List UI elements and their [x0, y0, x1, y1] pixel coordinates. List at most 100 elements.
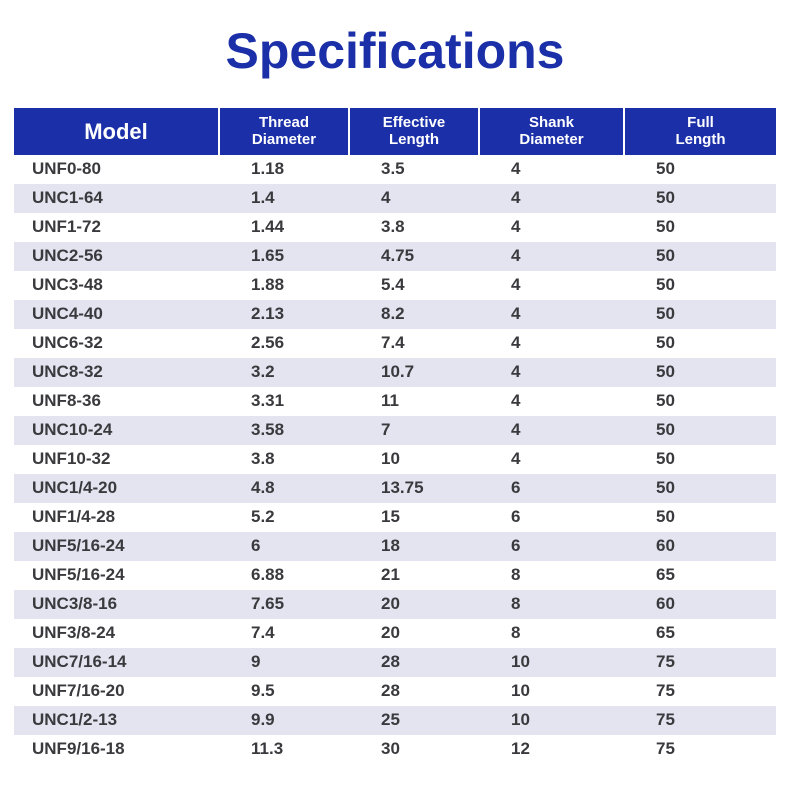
table-row: UNF3/8-247.420865 [14, 619, 776, 648]
cell-full-length: 50 [624, 387, 776, 416]
cell-full-length: 65 [624, 619, 776, 648]
cell-thread-diameter: 3.58 [219, 416, 349, 445]
table-row: UNC1-641.44450 [14, 184, 776, 213]
cell-effective-length: 10 [349, 445, 479, 474]
cell-thread-diameter: 6.88 [219, 561, 349, 590]
table-row: UNC3/8-167.6520860 [14, 590, 776, 619]
cell-shank-diameter: 10 [479, 648, 624, 677]
col-header-shank-diameter: Shank Diameter [479, 108, 624, 155]
cell-full-length: 50 [624, 271, 776, 300]
table-row: UNC7/16-149281075 [14, 648, 776, 677]
table-row: UNC4-402.138.2450 [14, 300, 776, 329]
table-row: UNF5/16-246.8821865 [14, 561, 776, 590]
cell-shank-diameter: 8 [479, 619, 624, 648]
cell-effective-length: 20 [349, 590, 479, 619]
col-header-full-length: Full Length [624, 108, 776, 155]
cell-model: UNF8-36 [14, 387, 219, 416]
cell-thread-diameter: 3.2 [219, 358, 349, 387]
cell-full-length: 65 [624, 561, 776, 590]
cell-shank-diameter: 6 [479, 474, 624, 503]
cell-thread-diameter: 2.56 [219, 329, 349, 358]
cell-thread-diameter: 6 [219, 532, 349, 561]
cell-shank-diameter: 10 [479, 706, 624, 735]
cell-thread-diameter: 4.8 [219, 474, 349, 503]
cell-effective-length: 28 [349, 677, 479, 706]
cell-shank-diameter: 4 [479, 213, 624, 242]
cell-shank-diameter: 6 [479, 532, 624, 561]
cell-model: UNF5/16-24 [14, 561, 219, 590]
cell-model: UNC8-32 [14, 358, 219, 387]
cell-full-length: 50 [624, 358, 776, 387]
cell-thread-diameter: 7.65 [219, 590, 349, 619]
cell-full-length: 50 [624, 155, 776, 184]
col-header-line: Diameter [252, 131, 316, 148]
cell-effective-length: 21 [349, 561, 479, 590]
table-row: UNC3-481.885.4450 [14, 271, 776, 300]
table-row: UNF1/4-285.215650 [14, 503, 776, 532]
cell-full-length: 50 [624, 503, 776, 532]
cell-thread-diameter: 3.8 [219, 445, 349, 474]
cell-full-length: 75 [624, 677, 776, 706]
cell-model: UNC4-40 [14, 300, 219, 329]
cell-model: UNC3/8-16 [14, 590, 219, 619]
col-header-thread-diameter: Thread Diameter [219, 108, 349, 155]
cell-full-length: 75 [624, 706, 776, 735]
col-header-line: Full [687, 114, 714, 131]
cell-model: UNC1-64 [14, 184, 219, 213]
cell-model: UNF1-72 [14, 213, 219, 242]
cell-shank-diameter: 8 [479, 561, 624, 590]
cell-effective-length: 15 [349, 503, 479, 532]
cell-full-length: 50 [624, 329, 776, 358]
table-row: UNF9/16-1811.3301275 [14, 735, 776, 764]
col-header-model: Model [14, 108, 219, 155]
cell-full-length: 60 [624, 532, 776, 561]
cell-model: UNF3/8-24 [14, 619, 219, 648]
cell-thread-diameter: 11.3 [219, 735, 349, 764]
cell-effective-length: 7.4 [349, 329, 479, 358]
cell-shank-diameter: 4 [479, 242, 624, 271]
cell-effective-length: 11 [349, 387, 479, 416]
cell-full-length: 50 [624, 213, 776, 242]
table-row: UNC10-243.587450 [14, 416, 776, 445]
cell-shank-diameter: 4 [479, 271, 624, 300]
cell-full-length: 50 [624, 242, 776, 271]
cell-effective-length: 28 [349, 648, 479, 677]
cell-model: UNC2-56 [14, 242, 219, 271]
cell-full-length: 50 [624, 474, 776, 503]
cell-shank-diameter: 10 [479, 677, 624, 706]
cell-model: UNC3-48 [14, 271, 219, 300]
cell-thread-diameter: 9 [219, 648, 349, 677]
cell-thread-diameter: 3.31 [219, 387, 349, 416]
cell-model: UNC7/16-14 [14, 648, 219, 677]
table-row: UNC1/4-204.813.75650 [14, 474, 776, 503]
spec-table: Model Thread Diameter Effective Length S… [14, 108, 776, 764]
table-row: UNF1-721.443.8450 [14, 213, 776, 242]
table-row: UNF7/16-209.5281075 [14, 677, 776, 706]
page: Specifications Model Thread Diameter Eff… [0, 0, 790, 790]
cell-shank-diameter: 4 [479, 300, 624, 329]
cell-effective-length: 4.75 [349, 242, 479, 271]
cell-effective-length: 7 [349, 416, 479, 445]
cell-shank-diameter: 4 [479, 416, 624, 445]
cell-thread-diameter: 1.18 [219, 155, 349, 184]
table-row: UNF0-801.183.5450 [14, 155, 776, 184]
page-title: Specifications [0, 0, 790, 108]
cell-effective-length: 25 [349, 706, 479, 735]
cell-effective-length: 30 [349, 735, 479, 764]
cell-full-length: 50 [624, 184, 776, 213]
cell-shank-diameter: 12 [479, 735, 624, 764]
cell-thread-diameter: 9.5 [219, 677, 349, 706]
cell-shank-diameter: 8 [479, 590, 624, 619]
cell-shank-diameter: 4 [479, 358, 624, 387]
col-header-line: Diameter [519, 131, 583, 148]
col-header-line: Shank [529, 114, 574, 131]
cell-full-length: 50 [624, 300, 776, 329]
cell-shank-diameter: 4 [479, 329, 624, 358]
cell-model: UNF7/16-20 [14, 677, 219, 706]
cell-thread-diameter: 9.9 [219, 706, 349, 735]
cell-model: UNC10-24 [14, 416, 219, 445]
table-row: UNC2-561.654.75450 [14, 242, 776, 271]
cell-thread-diameter: 1.65 [219, 242, 349, 271]
cell-model: UNF5/16-24 [14, 532, 219, 561]
cell-full-length: 75 [624, 648, 776, 677]
